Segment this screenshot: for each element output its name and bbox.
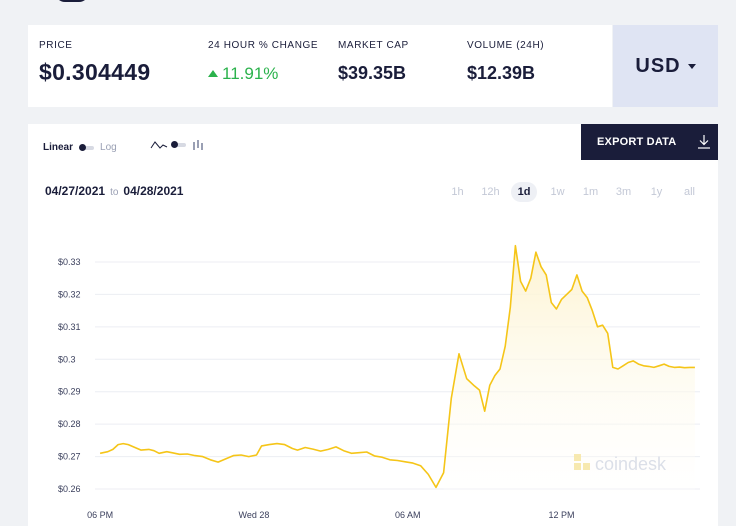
linear-option[interactable]: Linear bbox=[43, 142, 74, 153]
period-1y[interactable]: 1y bbox=[650, 186, 663, 198]
top-strip bbox=[0, 0, 736, 14]
y-tick-label: $0.29 bbox=[58, 387, 81, 397]
export-data-button[interactable]: EXPORT DATA bbox=[581, 124, 718, 160]
period-selector: 1h 12h 1d 1w 1m 3m 1y all bbox=[441, 182, 706, 202]
y-tick-label: $0.28 bbox=[58, 419, 81, 429]
period-1d[interactable]: 1d bbox=[511, 182, 537, 202]
y-tick-label: $0.31 bbox=[58, 322, 81, 332]
market-cap-label: MARKET CAP bbox=[338, 40, 409, 51]
currency-dropdown[interactable]: USD bbox=[613, 25, 718, 107]
y-tick-label: $0.32 bbox=[58, 289, 81, 299]
scale-toggle: Linear Log bbox=[43, 142, 117, 153]
change-value: 11.91% bbox=[222, 64, 279, 83]
x-tick-label: 06 PM bbox=[87, 510, 113, 520]
currency-label: USD bbox=[635, 54, 681, 77]
y-tick-label: $0.33 bbox=[58, 257, 81, 267]
chart-type-switch[interactable] bbox=[171, 141, 186, 148]
line-chart-icon[interactable] bbox=[150, 139, 168, 151]
volume-label: VOLUME (24H) bbox=[467, 40, 545, 51]
candlestick-icon[interactable] bbox=[192, 139, 204, 151]
switch-knob bbox=[79, 143, 87, 151]
watermark-mark bbox=[574, 463, 581, 470]
up-arrow-icon bbox=[208, 70, 218, 77]
range-to-word: to bbox=[110, 187, 119, 198]
x-tick-label: 06 AM bbox=[395, 510, 421, 520]
price-chart: $0.33 $0.32 $0.31 $0.3 $0.29 $0.28 $0.27 $0.26 0… bbox=[58, 244, 700, 520]
period-1h[interactable]: 1h bbox=[451, 186, 464, 198]
price-stat: PRICE $0.304449 bbox=[39, 40, 150, 86]
export-label: EXPORT DATA bbox=[597, 136, 677, 148]
x-tick-label: 12 PM bbox=[549, 510, 575, 520]
switch-knob bbox=[171, 141, 178, 148]
date-range[interactable]: 04/27/2021 to 04/28/2021 bbox=[45, 184, 183, 198]
caret-down-icon bbox=[687, 63, 696, 69]
x-tick-label: Wed 28 bbox=[239, 510, 270, 520]
range-start: 04/27/2021 bbox=[45, 184, 106, 198]
change-label: 24 HOUR % CHANGE bbox=[208, 40, 319, 51]
y-tick-label: $0.26 bbox=[58, 484, 81, 494]
price-line bbox=[99, 244, 695, 489]
page-title-fragment bbox=[55, 0, 89, 2]
period-12h[interactable]: 12h bbox=[481, 186, 500, 198]
market-cap-value: $39.35B bbox=[338, 63, 407, 83]
period-1m[interactable]: 1m bbox=[582, 186, 599, 198]
price-value: $0.304449 bbox=[39, 59, 151, 85]
change-stat: 24 HOUR % CHANGE 11.91% bbox=[208, 40, 318, 84]
y-tick-label: $0.3 bbox=[58, 354, 76, 364]
download-icon bbox=[698, 135, 711, 149]
volume-value: $12.39B bbox=[467, 63, 536, 83]
market-cap-stat: MARKET CAP $39.35B bbox=[338, 40, 409, 84]
change-value-wrap: 11.91% bbox=[208, 64, 318, 84]
price-area bbox=[443, 245, 695, 502]
period-1w[interactable]: 1w bbox=[550, 186, 565, 198]
chart-type-toggle bbox=[150, 139, 204, 151]
price-chart-panel: Linear Log EXPORT DATA 04/27/2021 to 04/… bbox=[28, 124, 718, 526]
scale-switch[interactable] bbox=[79, 143, 95, 151]
price-label: PRICE bbox=[39, 40, 73, 51]
period-3m[interactable]: 3m bbox=[615, 186, 632, 198]
period-all[interactable]: all bbox=[683, 186, 695, 198]
y-tick-label: $0.27 bbox=[58, 452, 81, 462]
log-option[interactable]: Log bbox=[100, 142, 117, 153]
watermark-text: coindesk bbox=[595, 454, 667, 474]
watermark-mark bbox=[574, 454, 581, 461]
market-stats-bar: PRICE $0.304449 24 HOUR % CHANGE 11.91% … bbox=[28, 25, 612, 107]
volume-stat: VOLUME (24H) $12.39B bbox=[467, 40, 544, 84]
coindesk-logo: coindesk bbox=[574, 454, 667, 474]
range-end: 04/28/2021 bbox=[123, 184, 184, 198]
watermark-mark bbox=[583, 463, 590, 470]
